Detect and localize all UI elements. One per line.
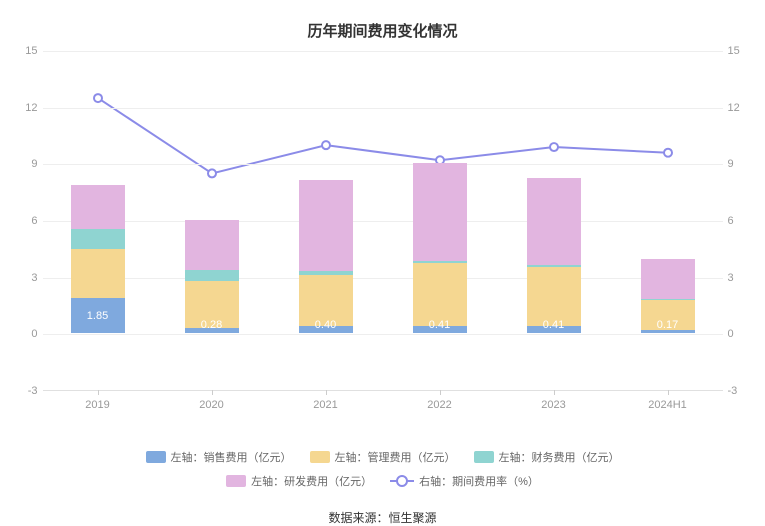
legend-label-rd: 左轴：研发费用（亿元） [251, 473, 372, 489]
bar-segment-sales [527, 326, 581, 334]
line-series-marker [664, 149, 672, 157]
grid-line [43, 108, 723, 109]
bar-segment-rd [413, 163, 467, 261]
bar-segment-rd [71, 185, 125, 228]
bar-segment-admin [413, 263, 467, 325]
y-right-tick-label: 12 [728, 102, 753, 114]
x-tick [440, 390, 441, 395]
y-right-tick-label: 6 [728, 215, 753, 227]
grid-line [43, 51, 723, 52]
y-right-tick-label: 3 [728, 272, 753, 284]
y-right-tick-label: 15 [728, 45, 753, 57]
x-axis-label: 2019 [85, 399, 109, 411]
bar-segment-rd [185, 220, 239, 269]
bar-segment-sales [299, 326, 353, 334]
line-series-marker [208, 169, 216, 177]
y-left-tick-label: 9 [13, 158, 38, 170]
x-axis-label: 2021 [313, 399, 337, 411]
legend-item-admin: 左轴：管理费用（亿元） [310, 449, 456, 465]
y-left-tick-label: 12 [13, 102, 38, 114]
x-tick [326, 390, 327, 395]
y-right-tick-label: -3 [728, 385, 753, 397]
bar-group: 0.41 [413, 163, 467, 333]
bar-segment-admin [71, 249, 125, 298]
y-right-tick-label: 9 [728, 158, 753, 170]
legend-swatch-line-icon [390, 475, 414, 487]
legend-item-rd: 左轴：研发费用（亿元） [226, 473, 372, 489]
bar-segment-sales [185, 328, 239, 333]
x-tick [668, 390, 669, 395]
legend-item-sales: 左轴：销售费用（亿元） [146, 449, 292, 465]
data-source: 数据来源：恒生聚源 [10, 509, 755, 526]
legend-label-line: 右轴：期间费用率（%） [419, 473, 539, 489]
chart-title: 历年期间费用变化情况 [10, 20, 755, 41]
line-series-path [98, 98, 668, 173]
bar-segment-admin [299, 275, 353, 326]
legend-swatch-admin [310, 451, 330, 463]
plot-area: -3-300336699121215151.850.280.400.410.41… [43, 51, 723, 391]
chart-container: 历年期间费用变化情况 -3 -3 0 0 3 3 6 6 9 9 12 12 15 15 1.85 0.28 0… [0, 0, 765, 517]
grid-line [43, 221, 723, 222]
bar-segment-finance [185, 270, 239, 281]
legend: 左轴：销售费用（亿元） 左轴：管理费用（亿元） 左轴：财务费用（亿元） 左轴：研… [83, 449, 683, 489]
legend-item-line: 右轴：期间费用率（%） [390, 473, 539, 489]
grid-line [43, 278, 723, 279]
legend-swatch-finance [474, 451, 494, 463]
bar-group: 0.40 [299, 180, 353, 333]
bar-group: 0.17 [641, 259, 695, 333]
y-left-tick-label: -3 [13, 385, 38, 397]
x-tick [98, 390, 99, 395]
bar-segment-sales [71, 298, 125, 333]
x-axis-label: 2022 [427, 399, 451, 411]
bar-segment-admin [527, 267, 581, 326]
legend-item-finance: 左轴：财务费用（亿元） [474, 449, 620, 465]
x-tick [212, 390, 213, 395]
bar-group: 0.28 [185, 220, 239, 333]
legend-label-sales: 左轴：销售费用（亿元） [171, 449, 292, 465]
bar-segment-sales [641, 330, 695, 333]
grid-line [43, 164, 723, 165]
legend-swatch-rd [226, 475, 246, 487]
bar-segment-rd [527, 178, 581, 265]
legend-swatch-sales [146, 451, 166, 463]
legend-label-finance: 左轴：财务费用（亿元） [499, 449, 620, 465]
y-left-tick-label: 15 [13, 45, 38, 57]
bar-segment-admin [641, 300, 695, 330]
y-right-tick-label: 0 [728, 328, 753, 340]
y-left-tick-label: 3 [13, 272, 38, 284]
x-axis-label: 2023 [541, 399, 565, 411]
legend-label-admin: 左轴：管理费用（亿元） [335, 449, 456, 465]
bar-group: 0.41 [527, 178, 581, 333]
bar-segment-sales [413, 326, 467, 334]
x-axis-label: 2020 [199, 399, 223, 411]
bar-segment-rd [299, 180, 353, 271]
line-series-marker [94, 94, 102, 102]
bar-segment-finance [71, 229, 125, 250]
line-series-marker [550, 143, 558, 151]
line-series-marker [322, 141, 330, 149]
bar-segment-admin [185, 281, 239, 328]
bar-group: 1.85 [71, 185, 125, 333]
y-left-tick-label: 6 [13, 215, 38, 227]
y-left-tick-label: 0 [13, 328, 38, 340]
x-axis-labels: 2019 2020 2021 2022 2023 2024H1 [43, 399, 723, 419]
x-tick [554, 390, 555, 395]
x-axis-label: 2024H1 [648, 399, 687, 411]
bar-segment-rd [641, 259, 695, 299]
grid-line [43, 334, 723, 335]
